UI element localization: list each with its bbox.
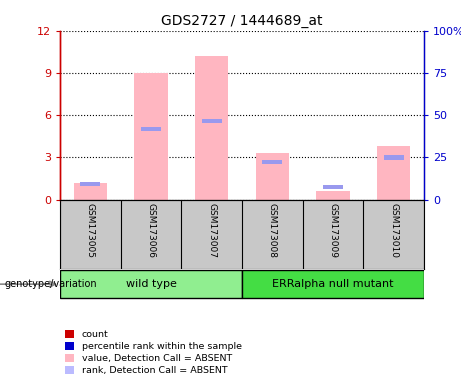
- Text: GSM173007: GSM173007: [207, 203, 216, 258]
- Text: GSM173010: GSM173010: [389, 203, 398, 258]
- Bar: [262, 160, 283, 164]
- Bar: [60, 270, 242, 298]
- Bar: [242, 270, 424, 298]
- Text: ERRalpha null mutant: ERRalpha null mutant: [272, 279, 394, 289]
- Bar: [384, 156, 404, 160]
- Bar: [134, 73, 168, 200]
- Text: GSM173005: GSM173005: [86, 203, 95, 258]
- Text: wild type: wild type: [125, 279, 177, 289]
- Bar: [141, 127, 161, 131]
- Bar: [74, 183, 107, 200]
- Bar: [195, 56, 228, 200]
- Bar: [377, 146, 410, 200]
- Legend: count, percentile rank within the sample, value, Detection Call = ABSENT, rank, : count, percentile rank within the sample…: [65, 330, 242, 376]
- Bar: [323, 185, 343, 189]
- Bar: [256, 153, 289, 200]
- Text: GSM173008: GSM173008: [268, 203, 277, 258]
- Bar: [316, 191, 350, 200]
- Title: GDS2727 / 1444689_at: GDS2727 / 1444689_at: [161, 14, 323, 28]
- Text: GSM173009: GSM173009: [329, 203, 337, 258]
- Bar: [80, 182, 100, 186]
- Bar: [201, 119, 222, 123]
- Text: genotype/variation: genotype/variation: [5, 279, 97, 289]
- Text: GSM173006: GSM173006: [147, 203, 155, 258]
